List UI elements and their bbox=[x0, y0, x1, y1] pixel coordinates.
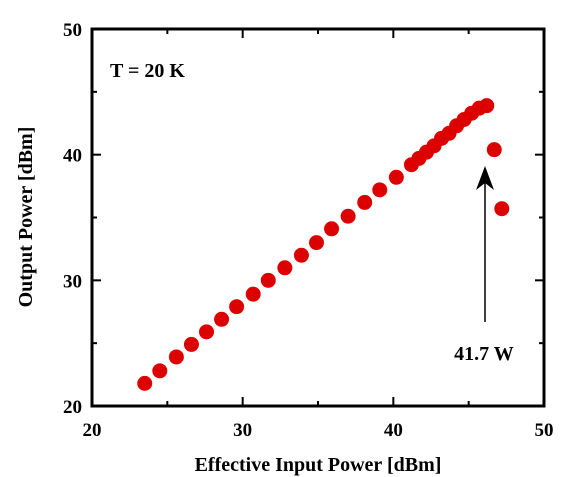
x-tick-label-50: 50 bbox=[535, 420, 554, 441]
data-point-0-4 bbox=[199, 324, 215, 340]
data-point-0-9 bbox=[277, 260, 293, 276]
x-tick-label-30: 30 bbox=[233, 420, 252, 441]
annotation-arrow-head bbox=[476, 166, 494, 190]
tick-labels: 20 30 40 50 20 30 40 50 bbox=[63, 20, 554, 441]
data-point-0-13 bbox=[340, 208, 356, 224]
data-point-0-12 bbox=[324, 221, 340, 237]
temperature-annotation: T = 20 K bbox=[110, 60, 185, 82]
y-tick-label-40: 40 bbox=[63, 146, 82, 167]
data-point-0-11 bbox=[308, 235, 324, 251]
data-point-0-15 bbox=[372, 182, 388, 198]
y-tick-label-30: 30 bbox=[63, 271, 82, 292]
x-tick-label-20: 20 bbox=[83, 420, 102, 441]
data-points bbox=[137, 98, 510, 391]
data-point-0-3 bbox=[183, 336, 199, 352]
data-point-0-8 bbox=[260, 272, 276, 288]
data-point-0-27 bbox=[479, 98, 495, 114]
data-point-0-2 bbox=[168, 349, 184, 365]
data-point-0-5 bbox=[214, 311, 230, 327]
data-point-0-14 bbox=[357, 194, 373, 210]
x-axis-label: Effective Input Power [dBm] bbox=[195, 454, 442, 476]
data-point-0-16 bbox=[388, 169, 404, 185]
data-point-0-29 bbox=[494, 201, 510, 217]
power-annotation: 41.7 W bbox=[454, 343, 514, 365]
y-tick-label-50: 50 bbox=[63, 20, 82, 41]
y-tick-label-20: 20 bbox=[63, 397, 82, 418]
y-axis-label: Output Power [dBm] bbox=[15, 127, 37, 308]
data-point-0-10 bbox=[293, 247, 309, 263]
data-point-0-1 bbox=[152, 363, 168, 379]
data-point-0-7 bbox=[245, 286, 261, 302]
data-point-0-6 bbox=[229, 299, 245, 315]
x-tick-label-40: 40 bbox=[384, 420, 403, 441]
data-point-0-0 bbox=[137, 375, 153, 391]
axis-ticks bbox=[91, 28, 545, 407]
data-point-0-28 bbox=[486, 142, 502, 158]
